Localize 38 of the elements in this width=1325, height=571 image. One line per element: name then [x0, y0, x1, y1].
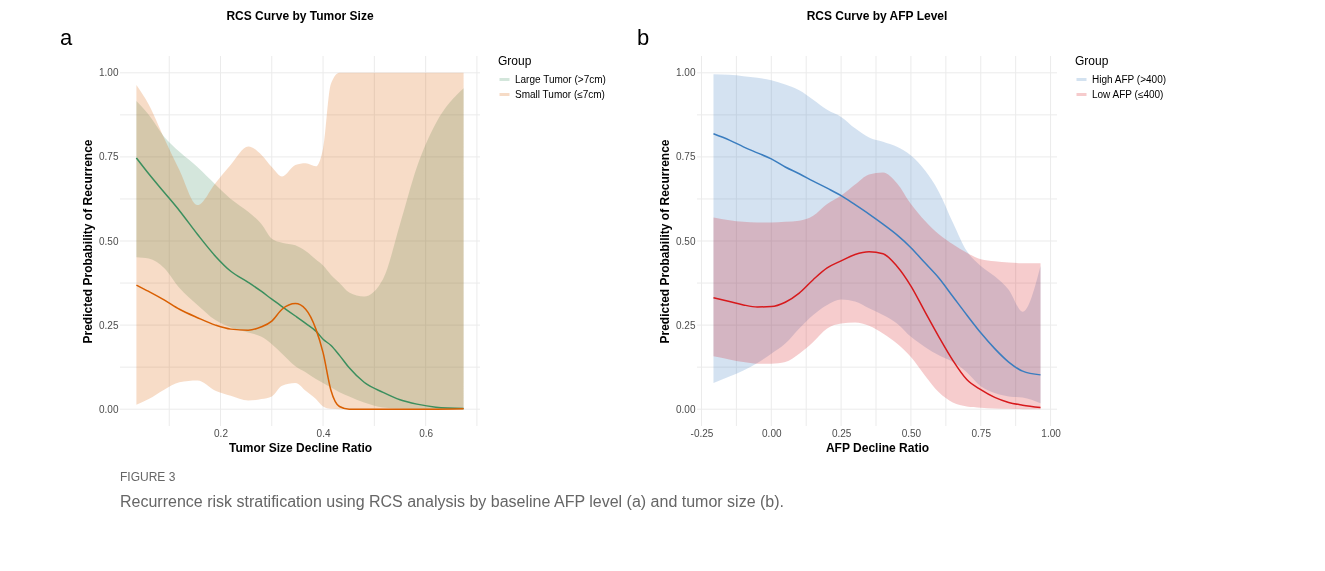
x-tick-label: 1.00	[1041, 427, 1062, 439]
legend-label: Small Tumor (≤7cm)	[515, 88, 605, 100]
y-tick-label: 1.00	[676, 67, 696, 79]
y-tick-label: 0.00	[676, 403, 696, 415]
x-axis-title: AFP Decline Ratio	[825, 440, 930, 455]
x-tick-label: 0.75	[971, 427, 992, 439]
x-tick-label: 0.25	[831, 427, 852, 439]
text: a	[60, 25, 73, 50]
legend-label: Low AFP (≤400)	[1092, 88, 1164, 100]
y-tick-label: 0.75	[99, 151, 119, 163]
chart-title: RCS Curve by AFP Level	[806, 9, 948, 23]
legend-label: Large Tumor (>7cm)	[515, 73, 606, 85]
line-series	[712, 251, 1042, 409]
x-tick-label: 0.50	[901, 427, 922, 439]
x-tick-label: 0.2	[214, 427, 229, 439]
y-axis-title: Predicted Probability of Recurrence	[658, 139, 673, 344]
chart-title: RCS Curve by Tumor Size	[226, 9, 374, 23]
y-tick-label: 0.50	[99, 235, 119, 247]
y-tick-label: 0.50	[676, 235, 696, 247]
x-tick-label: -0.25	[690, 427, 714, 439]
y-tick-label: 0.75	[676, 151, 696, 163]
x-tick-label: 0.6	[419, 427, 434, 439]
caption: FIGURE 3	[120, 470, 176, 484]
x-tick-label: 0.4	[316, 427, 331, 439]
y-tick-label: 0.25	[99, 319, 119, 331]
y-tick-label: 0.00	[99, 403, 119, 415]
legend-title: Group	[498, 54, 532, 68]
line-series	[712, 132, 1042, 376]
x-axis-title: Tumor Size Decline Ratio	[228, 440, 373, 455]
y-tick-label: 0.25	[676, 319, 696, 331]
legend-title: Group	[1075, 54, 1109, 68]
x-tick-label: 0.00	[762, 427, 782, 439]
line-series	[135, 284, 465, 410]
text: b	[637, 25, 650, 50]
legend-label: High AFP (>400)	[1092, 73, 1167, 85]
y-tick-label: 1.00	[99, 67, 119, 79]
text: Recurrence risk stratification using RCS analysis by baseline AFP level (a) and tumor size (b).	[120, 493, 784, 510]
y-axis-title: Predicted Probability of Recurrence	[81, 139, 96, 344]
